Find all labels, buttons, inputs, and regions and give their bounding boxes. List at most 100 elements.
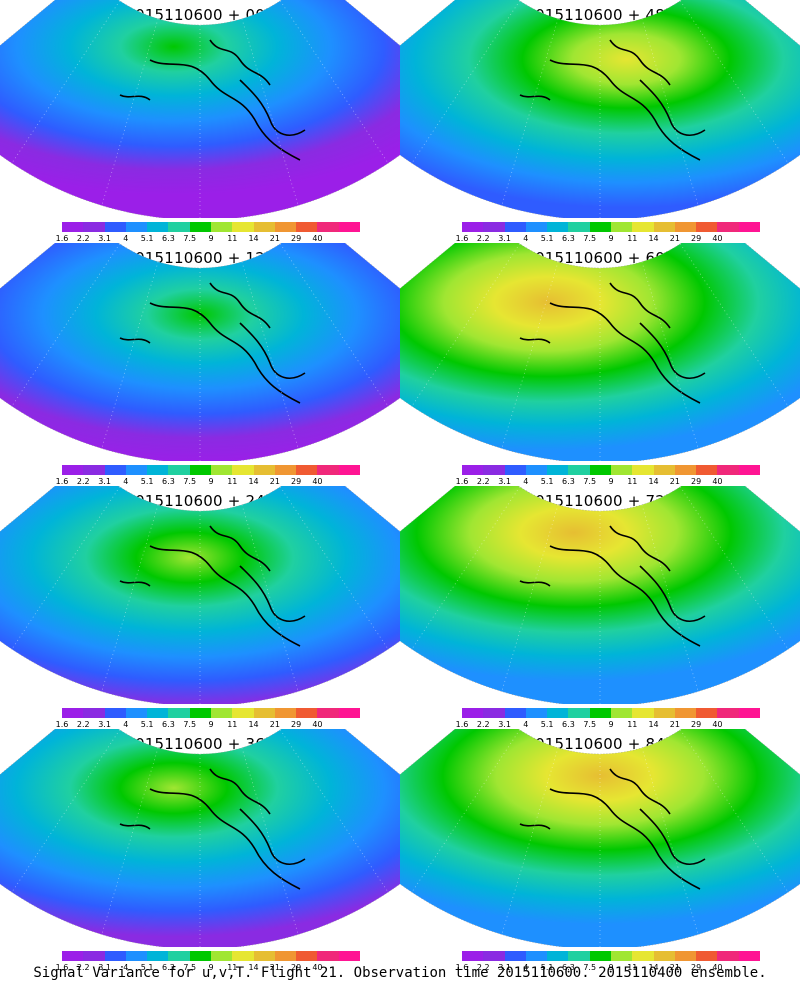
colorbar <box>462 222 760 232</box>
colorbar-tick-label: 29 <box>691 720 702 729</box>
colorbar-tick-label: 2.2 <box>76 234 90 243</box>
colorbar-segment <box>738 465 760 475</box>
colorbar-segment <box>232 222 254 232</box>
colorbar-segment <box>125 222 148 232</box>
colorbar-segment <box>610 465 633 475</box>
colorbar-segment <box>317 465 339 475</box>
colorbar-segment <box>147 222 169 232</box>
colorbar-tick-label: 14 <box>648 720 659 729</box>
meridian <box>11 243 121 407</box>
coastline <box>519 823 551 830</box>
colorbar-tick-label: 2.2 <box>76 963 90 972</box>
colorbar-tick-label: 21 <box>269 963 280 972</box>
variance-map <box>400 729 800 947</box>
colorbar-tick-label: 4 <box>523 477 529 486</box>
colorbar-tick-label: 40 <box>712 963 723 972</box>
meridian <box>641 261 699 449</box>
meridian <box>101 504 159 692</box>
colorbar-tick-label: 2.2 <box>76 720 90 729</box>
colorbar-tick-label: 9 <box>208 234 214 243</box>
colorbar-segment <box>274 708 297 718</box>
colorbar-segment <box>610 708 633 718</box>
colorbar-segment <box>547 465 569 475</box>
colorbar-tick-label: 6.3 <box>162 963 175 972</box>
colorbar-segment <box>738 951 760 961</box>
coastline <box>119 94 151 101</box>
colorbar-tick-label: 1.6 <box>55 477 69 486</box>
colorbar-segment <box>104 708 126 718</box>
colorbar-segment <box>317 951 339 961</box>
colorbar-segment <box>83 465 105 475</box>
colorbar-segment <box>232 708 254 718</box>
colorbar-segment <box>653 465 675 475</box>
colorbar-tick-label: 5.1 <box>540 234 554 243</box>
colorbar-segment <box>547 222 569 232</box>
colorbar-segment <box>168 708 190 718</box>
colorbar-segment <box>296 465 318 475</box>
map-boundary <box>0 0 400 218</box>
colorbar-ticks: 1.6 2.2 3.1 4 5.1 6.3 7.5 9 11 14 21 29 40 <box>56 477 360 487</box>
colorbar-tick-label: 11 <box>227 234 238 243</box>
colorbar-tick-label: 1.6 <box>455 477 469 486</box>
colorbar-segment <box>62 465 84 475</box>
colorbar-tick-label: 29 <box>291 963 302 972</box>
colorbar-segment <box>253 222 275 232</box>
coastline <box>549 302 701 404</box>
panel-title: 2015110600 + 48h <box>525 6 675 24</box>
forecast-panel: 2015110600 + 12h 1.6 2.2 3.1 4 5.1 6.3 7.5 9 11 14… <box>0 243 400 489</box>
colorbar-tick-label: 2.2 <box>76 477 90 486</box>
colorbar-tick-label: 3.1 <box>98 234 111 243</box>
coastline <box>239 808 306 865</box>
colorbar-segment <box>610 951 633 961</box>
map-boundary <box>400 0 800 218</box>
variance-map <box>0 486 400 704</box>
coastline <box>519 94 551 101</box>
meridian <box>641 18 699 206</box>
variance-field <box>0 0 400 218</box>
coastline <box>609 282 671 329</box>
colorbar-segment <box>338 222 360 232</box>
colorbar-segment <box>189 708 211 718</box>
colorbar-segment <box>253 951 275 961</box>
colorbar-segment <box>632 708 654 718</box>
colorbar-tick-label: 14 <box>248 963 259 972</box>
colorbar-segment <box>589 465 611 475</box>
colorbar-segment <box>717 222 739 232</box>
colorbar-segment <box>317 222 339 232</box>
coastline <box>519 580 551 587</box>
colorbar-segment <box>296 708 318 718</box>
forecast-panel: 2015110600 + 24h 1.6 2.2 3.1 4 5.1 6.3 7.5 9 11 14… <box>0 486 400 732</box>
coastline-layer <box>11 0 389 218</box>
colorbar-tick-label: 14 <box>248 477 259 486</box>
colorbar-tick-label: 1.6 <box>455 720 469 729</box>
colorbar-tick-label: 9 <box>208 477 214 486</box>
colorbar-tick-label: 14 <box>648 477 659 486</box>
colorbar-tick-label: 11 <box>227 477 238 486</box>
colorbar-segment <box>483 222 505 232</box>
meridian <box>679 729 789 893</box>
meridian <box>411 729 521 893</box>
map-boundary <box>400 729 800 947</box>
colorbar-tick-label: 5.1 <box>140 720 154 729</box>
panel-title: 2015110600 + 84h <box>525 735 675 753</box>
forecast-panel: 2015110600 + 48h 1.6 2.2 3.1 4 5.1 6.3 7.5 9 11 14… <box>400 0 800 246</box>
colorbar-segment <box>338 951 360 961</box>
colorbar-tick-label: 29 <box>291 477 302 486</box>
colorbar-segment <box>232 465 254 475</box>
colorbar-tick-label: 29 <box>291 720 302 729</box>
colorbar-segment <box>83 222 105 232</box>
coastline <box>609 39 671 86</box>
colorbar-segment <box>653 951 675 961</box>
colorbar-segment <box>589 708 611 718</box>
coastline <box>149 302 301 404</box>
colorbar <box>62 708 360 718</box>
colorbar-segment <box>147 708 169 718</box>
colorbar-tick-label: 5.1 <box>540 477 554 486</box>
colorbar-tick-label: 2.2 <box>476 963 490 972</box>
colorbar-segment <box>210 465 233 475</box>
colorbar-tick-label: 6.3 <box>562 963 575 972</box>
colorbar-segment <box>483 465 505 475</box>
colorbar-tick-label: 40 <box>312 963 323 972</box>
colorbar-segment <box>632 465 654 475</box>
colorbar-ticks: 1.6 2.2 3.1 4 5.1 6.3 7.5 9 11 14 21 29 40 <box>56 720 360 730</box>
